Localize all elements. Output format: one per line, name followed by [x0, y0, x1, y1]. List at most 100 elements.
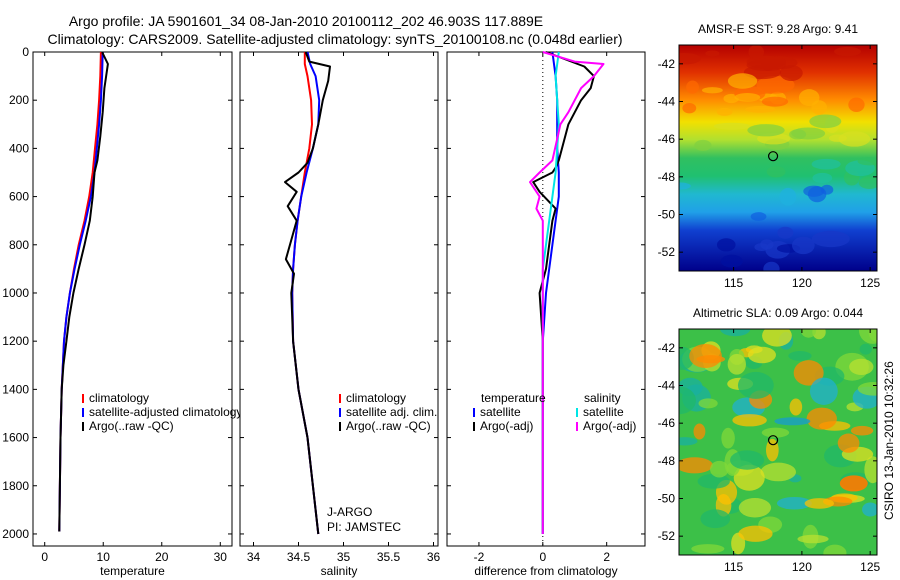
sla-patch: [849, 358, 874, 376]
sla-patch: [709, 460, 729, 478]
sst-patch: [748, 45, 765, 60]
sla-patch: [727, 353, 746, 375]
sla-patch: [858, 329, 877, 344]
y-tick-label: 1600: [2, 431, 29, 445]
x-tick-label: 35: [337, 550, 351, 564]
legend-entry: temperature: [481, 391, 546, 405]
sla-patch: [720, 329, 751, 337]
x-tick-label: 30: [214, 550, 228, 564]
sst-patch: [705, 50, 720, 57]
sla-patch: [823, 544, 847, 555]
legend-entry: satellite adj. clim.: [346, 405, 437, 419]
x-tick-label: 0: [41, 550, 48, 564]
y-tick-label: -44: [658, 379, 676, 393]
sla-patch: [859, 343, 872, 355]
y-tick-label: -52: [658, 245, 676, 259]
sst-patch: [811, 230, 850, 248]
sla-patch: [809, 377, 838, 405]
sla-patch: [679, 437, 698, 446]
y-tick-label: 400: [9, 141, 29, 155]
legend-entry: satellite: [583, 405, 624, 419]
legend-entry: satellite-adjusted climatology: [89, 405, 242, 419]
x-tick-label: -2: [474, 550, 485, 564]
x-tick-label: 34.5: [287, 550, 311, 564]
y-tick-label: -52: [658, 529, 676, 543]
map-title: AMSR-E SST: 9.28 Argo: 9.41: [698, 22, 858, 36]
sla-patch: [732, 414, 767, 427]
y-tick-label: 1200: [2, 334, 29, 348]
x-axis-label: temperature: [100, 564, 165, 578]
map-frame: [678, 328, 878, 556]
figure-title-line1: Argo profile: JA 5901601_34 08-Jan-2010 …: [68, 13, 544, 29]
argo-location-marker: [767, 435, 779, 446]
sst-patch: [838, 131, 871, 147]
map-panel-sst: -42 -44 -46 -48 -50 -52 115 120 125 AMSR-E SST: 9…: [658, 22, 881, 290]
y-tick-label: 2000: [2, 527, 29, 541]
sla-patch: [776, 496, 812, 510]
pi-label: PI: JAMSTEC: [327, 520, 401, 534]
x-tick-label: 120: [792, 560, 812, 574]
legend-entry: Argo(..raw -QC): [346, 419, 431, 433]
legend-entry: climatology: [89, 391, 149, 405]
sla-patch: [730, 450, 765, 470]
sla-patch: [700, 509, 731, 529]
sla-color-field: [679, 329, 877, 555]
sst-patch: [848, 97, 865, 113]
x-tick-label: 2: [603, 550, 610, 564]
legend-entry: salinity: [584, 391, 621, 405]
sla-patch: [747, 346, 776, 364]
legend-entry: satellite: [480, 405, 521, 419]
x-tick-label: 125: [860, 560, 880, 574]
sst-patch: [747, 124, 785, 137]
sst-patch: [682, 103, 697, 114]
sla-low-anomaly: [774, 417, 811, 426]
profile-panel-salinity: 34 34.5 35 35.5 36 salinity climatologysatelli…: [239, 51, 440, 578]
sla-patch: [862, 502, 877, 517]
sst-patch: [750, 212, 767, 221]
y-tick-label: -48: [658, 454, 676, 468]
platform-label: J-ARGO: [327, 505, 372, 519]
x-tick-label: 35.5: [377, 550, 401, 564]
sla-patch: [857, 382, 877, 396]
sst-patch: [779, 187, 797, 206]
y-tick-label: -42: [658, 341, 676, 355]
sst-patch: [701, 87, 723, 94]
sla-patch: [760, 462, 796, 482]
y-tick-label: 1800: [2, 479, 29, 493]
sst-patch: [833, 46, 862, 57]
sla-patch: [738, 497, 772, 518]
sst-patch: [686, 80, 699, 94]
figure-title-line2: Climatology: CARS2009. Satellite-adjuste…: [47, 31, 623, 47]
legend-entry: climatology: [346, 391, 406, 405]
sla-patch: [793, 360, 824, 386]
sla-patch: [761, 427, 790, 438]
sla-patch: [679, 457, 713, 474]
sst-patch: [720, 254, 743, 268]
x-axis-label: salinity: [321, 564, 358, 578]
y-tick-label: 200: [9, 93, 29, 107]
sst-patch: [745, 105, 776, 113]
sst-patch: [716, 107, 733, 116]
axes-frame: [32, 51, 233, 547]
sst-patch: [857, 157, 877, 166]
sst-patch: [743, 65, 782, 80]
legend-entry: Argo(..raw -QC): [89, 419, 174, 433]
y-tick-label: -50: [658, 492, 676, 506]
series-line-argo-raw-qc-: [284, 51, 331, 535]
sla-patch: [850, 425, 874, 436]
sla-patch: [837, 433, 860, 453]
x-tick-label: 115: [724, 560, 743, 574]
sst-patch: [716, 238, 736, 252]
map-title: Altimetric SLA: 0.09 Argo: 0.044: [693, 306, 863, 320]
sst-patch: [763, 261, 780, 271]
sst-patch: [791, 236, 815, 255]
sst-patch: [807, 186, 827, 203]
sst-patch: [766, 166, 786, 178]
sst-patch: [779, 65, 803, 81]
argo-location-marker: [767, 151, 779, 162]
sst-patch: [811, 158, 841, 170]
sla-patch: [864, 456, 877, 484]
series-line-salinity-argo-adj-: [529, 51, 605, 534]
